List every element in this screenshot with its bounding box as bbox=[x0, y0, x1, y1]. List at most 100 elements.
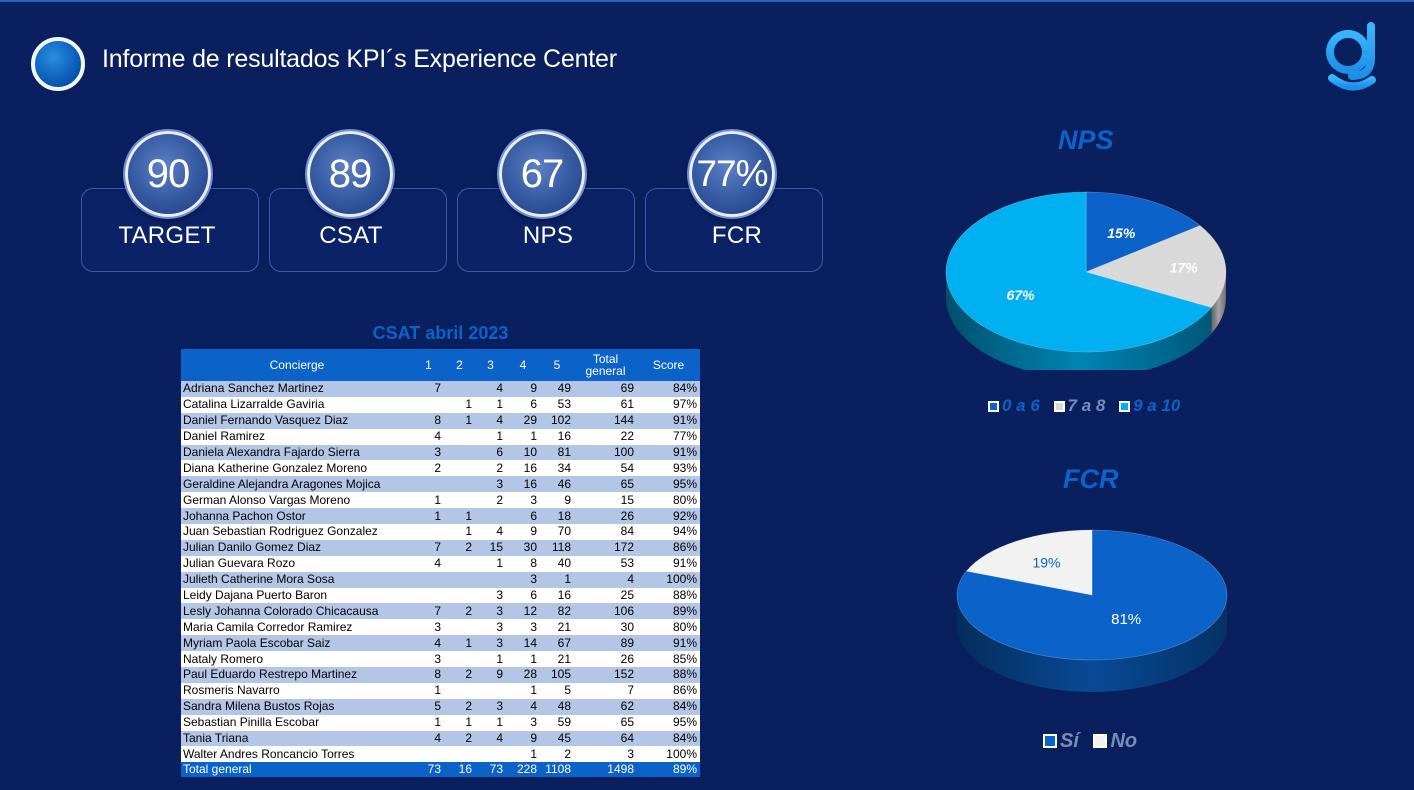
value-cell: 97% bbox=[637, 396, 700, 413]
value-cell: 30 bbox=[574, 619, 637, 636]
table-row: Julieth Catherine Mora Sosa 3 1 4 100% bbox=[181, 571, 700, 588]
value-cell: 3 bbox=[475, 619, 506, 636]
value-cell bbox=[413, 746, 444, 763]
pie-data-label: 81% bbox=[1111, 611, 1141, 628]
value-cell: 26 bbox=[574, 508, 637, 525]
table-row: Tania Triana 4 2 4 9 45 64 84% bbox=[181, 730, 700, 747]
value-cell: 53 bbox=[574, 555, 637, 572]
value-cell: 16 bbox=[540, 587, 574, 604]
kpi-label-target: TARGET bbox=[118, 222, 216, 249]
value-cell: 106 bbox=[574, 603, 637, 620]
pie-data-label: 19% bbox=[1032, 555, 1060, 571]
value-cell: 105 bbox=[540, 667, 574, 683]
value-cell: 7 bbox=[574, 682, 637, 699]
column-header: Score bbox=[637, 349, 700, 381]
concierge-name-cell: German Alonso Vargas Moreno bbox=[181, 492, 413, 509]
value-cell: 7 bbox=[413, 603, 444, 620]
value-cell: 1 bbox=[413, 492, 444, 509]
value-cell: 152 bbox=[574, 667, 637, 683]
value-cell bbox=[444, 571, 475, 588]
value-cell: 14 bbox=[506, 635, 540, 652]
value-cell: 8 bbox=[413, 412, 444, 429]
value-cell: 1 bbox=[444, 412, 475, 429]
table-row: Catalina Lizarralde Gaviria 1 1 6 53 61 97% bbox=[181, 396, 700, 413]
value-cell bbox=[413, 571, 444, 588]
value-cell bbox=[444, 651, 475, 668]
value-cell: 15 bbox=[574, 492, 637, 509]
value-cell: 21 bbox=[540, 619, 574, 636]
nps-legend: 0 a 6 7 a 8 9 a 10 bbox=[988, 396, 1189, 416]
fcr-legend: Sí No bbox=[1043, 730, 1146, 753]
value-cell: 45 bbox=[540, 730, 574, 747]
pie-data-label: 17% bbox=[1170, 260, 1199, 276]
value-cell: 1 bbox=[444, 714, 475, 731]
column-header: 5 bbox=[540, 349, 574, 381]
value-cell: 86% bbox=[637, 539, 700, 556]
value-cell: 5 bbox=[413, 698, 444, 715]
value-cell: 91% bbox=[637, 412, 700, 429]
value-cell: 9 bbox=[506, 381, 540, 397]
table-row: Rosmeris Navarro 1 1 5 7 86% bbox=[181, 682, 700, 699]
table-row: Daniel Fernando Vasquez Diaz 8 1 4 29 102 144 9… bbox=[181, 412, 700, 429]
value-cell: 4 bbox=[475, 524, 506, 540]
pie-slice-no bbox=[965, 529, 1093, 596]
value-cell: 9 bbox=[475, 667, 506, 683]
value-cell: 84% bbox=[637, 730, 700, 747]
value-cell: 1 bbox=[475, 651, 506, 668]
value-cell: 92% bbox=[637, 508, 700, 525]
fcr-pie-chart: 81% 19% bbox=[956, 529, 1228, 692]
value-cell: 12 bbox=[506, 603, 540, 620]
concierge-name-cell: Julieth Catherine Mora Sosa bbox=[181, 571, 413, 588]
total-value-cell: 89% bbox=[637, 762, 700, 778]
value-cell: 3 bbox=[413, 444, 444, 461]
value-cell bbox=[475, 682, 506, 699]
value-cell: 85% bbox=[637, 651, 700, 668]
value-cell: 100 bbox=[574, 444, 637, 461]
pie-data-label: 67% bbox=[1007, 287, 1036, 303]
table-row: Adriana Sanchez Martinez 7 4 9 49 69 84% bbox=[181, 381, 700, 397]
value-cell: 1 bbox=[444, 396, 475, 413]
value-cell: 46 bbox=[540, 476, 574, 493]
concierge-name-cell: Tania Triana bbox=[181, 730, 413, 747]
value-cell: 65 bbox=[574, 476, 637, 493]
nps-legend-item: 0 a 6 bbox=[988, 396, 1040, 415]
value-cell: 8 bbox=[506, 555, 540, 572]
value-cell: 16 bbox=[506, 460, 540, 477]
value-cell: 25 bbox=[574, 587, 637, 604]
column-header: Total general bbox=[574, 349, 637, 381]
value-cell: 2 bbox=[444, 603, 475, 620]
value-cell bbox=[444, 428, 475, 445]
table-row: Leidy Dajana Puerto Baron 3 6 16 25 88% bbox=[181, 587, 700, 604]
concierge-name-cell: Lesly Johanna Colorado Chicacausa bbox=[181, 603, 413, 620]
value-cell: 84% bbox=[637, 381, 700, 397]
nps-pie-chart: 15% 17% 67% bbox=[945, 191, 1227, 370]
value-cell: 1 bbox=[506, 651, 540, 668]
table-row: Nataly Romero 3 1 1 21 26 85% bbox=[181, 651, 700, 668]
value-cell: 4 bbox=[413, 428, 444, 445]
concierge-name-cell: Daniela Alexandra Fajardo Sierra bbox=[181, 444, 413, 461]
value-cell bbox=[444, 381, 475, 397]
value-cell: 8 bbox=[413, 667, 444, 683]
value-cell: 91% bbox=[637, 555, 700, 572]
value-cell: 80% bbox=[637, 619, 700, 636]
legend-swatch-no bbox=[1093, 734, 1108, 748]
value-cell bbox=[444, 460, 475, 477]
value-cell: 30 bbox=[506, 539, 540, 556]
value-cell: 91% bbox=[637, 635, 700, 652]
concierge-name-cell: Rosmeris Navarro bbox=[181, 682, 413, 699]
concierge-name-cell: Daniel Fernando Vasquez Diaz bbox=[181, 412, 413, 429]
value-cell: 91% bbox=[637, 444, 700, 461]
value-cell: 3 bbox=[506, 571, 540, 588]
table-row: Daniela Alexandra Fajardo Sierra 3 6 10 81 10… bbox=[181, 444, 700, 461]
pie-slice-sí bbox=[956, 529, 1228, 661]
csat-table-title: CSAT abril 2023 bbox=[372, 323, 509, 343]
concierge-name-cell: Julian Danilo Gomez Diaz bbox=[181, 539, 413, 556]
value-cell: 3 bbox=[475, 603, 506, 620]
value-cell: 1 bbox=[506, 682, 540, 699]
value-cell: 7 bbox=[413, 381, 444, 397]
table-row: Myriam Paola Escobar Saiz 4 1 3 14 67 89 91% bbox=[181, 635, 700, 652]
value-cell bbox=[444, 555, 475, 572]
total-value-cell: 1498 bbox=[574, 762, 637, 778]
value-cell: 3 bbox=[475, 698, 506, 715]
value-cell: 86% bbox=[637, 682, 700, 699]
